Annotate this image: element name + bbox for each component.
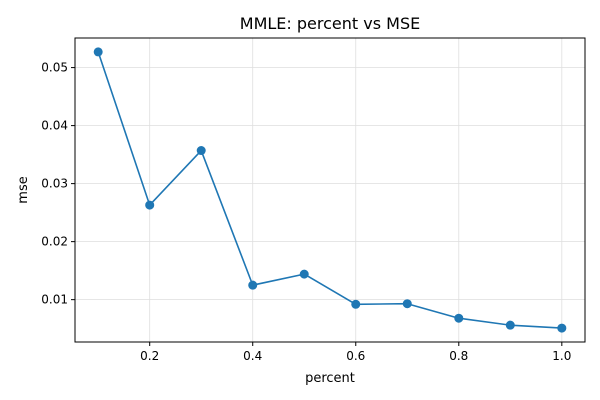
- x-tick-label: 1.0: [552, 349, 571, 363]
- x-tick-label: 0.8: [449, 349, 468, 363]
- chart-title: MMLE: percent vs MSE: [240, 14, 420, 33]
- y-tick-label: 0.01: [41, 293, 68, 307]
- x-axis-label: percent: [305, 371, 355, 386]
- data-point: [505, 320, 515, 330]
- y-axis-label: mse: [16, 176, 31, 203]
- y-tick-label: 0.03: [41, 177, 68, 191]
- series-line: [97, 51, 562, 329]
- data-point: [93, 47, 103, 57]
- data-point: [145, 200, 155, 210]
- data-point: [351, 299, 361, 309]
- x-tick-label: 0.6: [346, 349, 365, 363]
- x-tick-label: 0.4: [243, 349, 262, 363]
- y-tick-label: 0.02: [41, 235, 68, 249]
- data-point: [248, 280, 258, 290]
- series-group: [93, 47, 567, 333]
- x-tick-label: 0.2: [140, 349, 159, 363]
- data-point: [196, 146, 206, 156]
- data-point: [557, 323, 567, 333]
- ticks: 0.2 0.4 0.6 0.8 1.0 0.01 0.02 0.03 0.04 0.05: [41, 61, 571, 363]
- data-point: [454, 313, 464, 323]
- y-tick-label: 0.04: [41, 119, 68, 133]
- data-point: [299, 269, 309, 279]
- data-point: [402, 299, 412, 309]
- y-tick-label: 0.05: [41, 61, 68, 75]
- plot-area: [74, 37, 586, 343]
- grid: [75, 38, 585, 342]
